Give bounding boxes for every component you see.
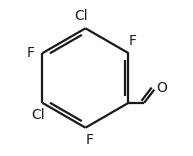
Text: Cl: Cl: [31, 108, 45, 122]
Text: O: O: [157, 81, 167, 95]
Text: F: F: [129, 34, 137, 48]
Text: F: F: [26, 46, 35, 60]
Text: F: F: [86, 133, 94, 147]
Text: Cl: Cl: [74, 9, 88, 23]
